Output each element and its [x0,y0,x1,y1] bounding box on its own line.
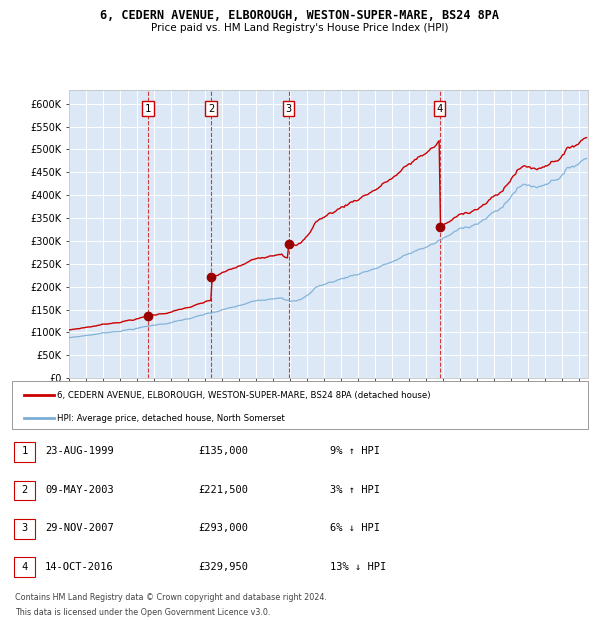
Text: 3% ↑ HPI: 3% ↑ HPI [330,485,380,495]
Text: 2: 2 [208,104,214,113]
Text: HPI: Average price, detached house, North Somerset: HPI: Average price, detached house, Nort… [57,414,285,423]
Text: 3: 3 [286,104,292,113]
Text: 9% ↑ HPI: 9% ↑ HPI [330,446,380,456]
Text: 4: 4 [22,562,28,572]
Text: 4: 4 [436,104,443,113]
Text: 13% ↓ HPI: 13% ↓ HPI [330,562,386,572]
Text: £221,500: £221,500 [198,485,248,495]
Text: 29-NOV-2007: 29-NOV-2007 [45,523,114,533]
Text: 23-AUG-1999: 23-AUG-1999 [45,446,114,456]
Text: 6, CEDERN AVENUE, ELBOROUGH, WESTON-SUPER-MARE, BS24 8PA: 6, CEDERN AVENUE, ELBOROUGH, WESTON-SUPE… [101,9,499,22]
Text: £329,950: £329,950 [198,562,248,572]
Text: 6% ↓ HPI: 6% ↓ HPI [330,523,380,533]
Text: 09-MAY-2003: 09-MAY-2003 [45,485,114,495]
Text: 6, CEDERN AVENUE, ELBOROUGH, WESTON-SUPER-MARE, BS24 8PA (detached house): 6, CEDERN AVENUE, ELBOROUGH, WESTON-SUPE… [57,391,431,400]
Text: This data is licensed under the Open Government Licence v3.0.: This data is licensed under the Open Gov… [15,608,271,617]
Text: 1: 1 [145,104,151,113]
Text: Contains HM Land Registry data © Crown copyright and database right 2024.: Contains HM Land Registry data © Crown c… [15,593,327,603]
Text: £135,000: £135,000 [198,446,248,456]
Text: 2: 2 [22,485,28,495]
Text: 14-OCT-2016: 14-OCT-2016 [45,562,114,572]
Text: £293,000: £293,000 [198,523,248,533]
Text: 3: 3 [22,523,28,533]
Text: Price paid vs. HM Land Registry's House Price Index (HPI): Price paid vs. HM Land Registry's House … [151,23,449,33]
Text: 1: 1 [22,446,28,456]
